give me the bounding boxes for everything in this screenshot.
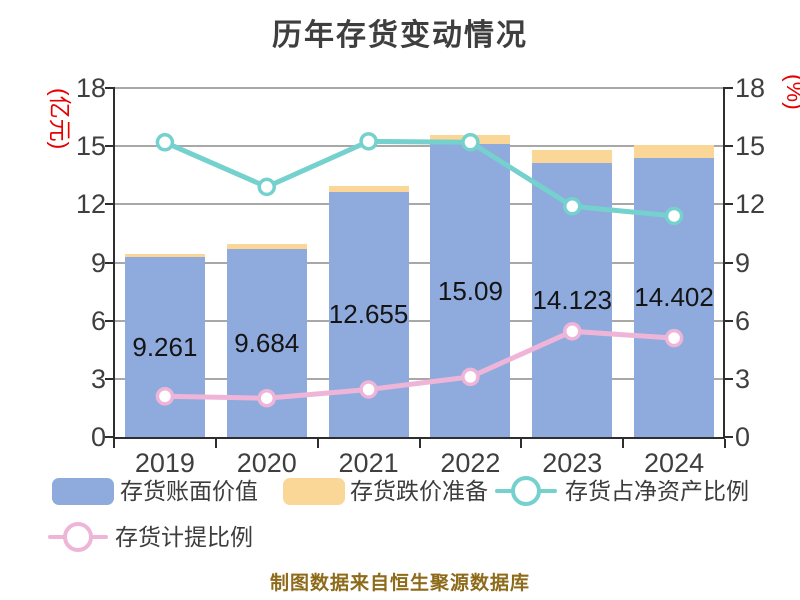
legend-label-net-asset-ratio: 存货占净资产比例 — [565, 478, 749, 504]
left-axis-tick — [105, 319, 115, 322]
ratio-marker — [563, 322, 582, 341]
bar-value-label: 15.09 — [437, 275, 503, 306]
right-axis-tick — [723, 87, 733, 89]
gridline — [114, 203, 725, 206]
left-axis-tick — [105, 145, 115, 148]
ratio-line — [163, 138, 675, 219]
x-axis-tick — [113, 439, 115, 448]
x-axis-tick — [622, 439, 625, 448]
left-axis-tick — [105, 436, 115, 438]
x-axis-tick — [214, 439, 217, 448]
right-axis-tick — [723, 319, 733, 322]
x-axis-label: 2021 — [338, 448, 399, 478]
y-axis-tick-label-left: 9 — [90, 247, 106, 278]
ratio-marker — [359, 132, 378, 151]
ratio-marker — [563, 197, 582, 216]
bar-value-label: 14.402 — [634, 282, 714, 313]
y-axis-tick-label-right: 12 — [735, 189, 766, 220]
left-axis-line — [113, 88, 115, 439]
y-axis-tick-label-right: 18 — [735, 73, 766, 103]
bar-book-value — [430, 144, 511, 437]
y-axis-tick-label-left: 3 — [90, 363, 106, 394]
ratio-marker — [359, 380, 378, 399]
x-axis-tick — [520, 439, 523, 448]
bar-book-value — [124, 257, 205, 437]
line-series-overlay — [155, 132, 684, 408]
left-axis-tick — [105, 261, 115, 264]
x-axis-tick — [418, 439, 421, 448]
right-axis-tick — [723, 261, 733, 264]
y-axis-tick-label-left: 6 — [90, 305, 106, 336]
right-axis-tick — [723, 145, 733, 148]
gridline — [114, 377, 725, 380]
y-axis-tick-label-left: 0 — [90, 422, 106, 452]
right-axis-line — [723, 88, 725, 439]
gridline — [114, 145, 725, 148]
bar-provision-cap — [634, 145, 715, 158]
left-axis-tick — [105, 377, 115, 380]
bar-provision-cap — [532, 149, 613, 164]
x-axis-label: 2022 — [440, 448, 501, 478]
ratio-line — [164, 328, 675, 401]
bar-provision-cap — [124, 253, 205, 258]
plot-area: 9.261 9.684 12.655 15.09 14.123 14.402 — [114, 87, 725, 437]
gridline — [114, 87, 725, 89]
x-axis-tick — [724, 439, 726, 448]
ratio-marker — [155, 133, 175, 152]
right-axis-tick — [723, 203, 733, 206]
legend-label-accrual-ratio: 存货计提比例 — [115, 524, 253, 550]
x-axis-line — [113, 437, 725, 439]
bar-value-label: 14.123 — [532, 285, 612, 316]
x-axis-tick — [316, 439, 319, 448]
legend-marker-net-asset-ratio — [511, 476, 541, 506]
gridline — [114, 261, 725, 264]
y-axis-tick-label-left: 12 — [75, 189, 106, 220]
data-source-note: 制图数据来自恒生聚源数据库 — [269, 573, 530, 594]
chart-title: 历年存货变动情况 — [272, 19, 528, 52]
x-axis-label: 2020 — [236, 448, 297, 478]
x-axis-label: 2019 — [134, 448, 195, 478]
left-axis-tick — [105, 203, 115, 206]
bar-book-value — [634, 157, 715, 437]
ratio-marker — [155, 387, 175, 406]
ratio-marker — [461, 133, 480, 152]
legend-marker-accrual-ratio — [63, 522, 93, 552]
bar-value-label: 9.684 — [234, 328, 300, 359]
y-axis-tick-label-left: 18 — [75, 73, 106, 103]
bar-provision-cap — [328, 185, 409, 192]
y-axis-tick-label-right: 3 — [735, 363, 751, 394]
legend-label-provision: 存货跌价准备 — [350, 478, 488, 504]
bar-provision-cap — [226, 244, 307, 250]
bar-value-label: 9.261 — [132, 332, 198, 363]
ratio-marker — [257, 388, 276, 408]
ratio-marker — [664, 328, 684, 348]
right-axis-tick — [723, 377, 733, 380]
legend-label-book-value: 存货账面价值 — [120, 478, 258, 504]
gridline — [114, 319, 725, 322]
x-axis-label: 2023 — [542, 448, 603, 478]
y-axis-tick-label-right: 0 — [735, 422, 751, 452]
y-axis-tick-label-right: 9 — [735, 247, 751, 278]
legend-swatch-book-value — [52, 478, 114, 505]
legend-swatch-provision — [283, 478, 345, 505]
ratio-marker — [257, 177, 276, 197]
x-axis-label: 2024 — [644, 448, 705, 478]
left-axis-tick — [105, 87, 115, 89]
bar-value-label: 12.655 — [328, 299, 409, 330]
ratio-marker — [664, 206, 684, 226]
right-axis-tick — [723, 436, 733, 438]
y-axis-tick-label-right: 15 — [735, 131, 766, 162]
ratio-marker — [461, 367, 480, 387]
y-axis-tick-label-right: 6 — [735, 305, 751, 336]
y-axis-tick-label-left: 15 — [75, 131, 106, 162]
